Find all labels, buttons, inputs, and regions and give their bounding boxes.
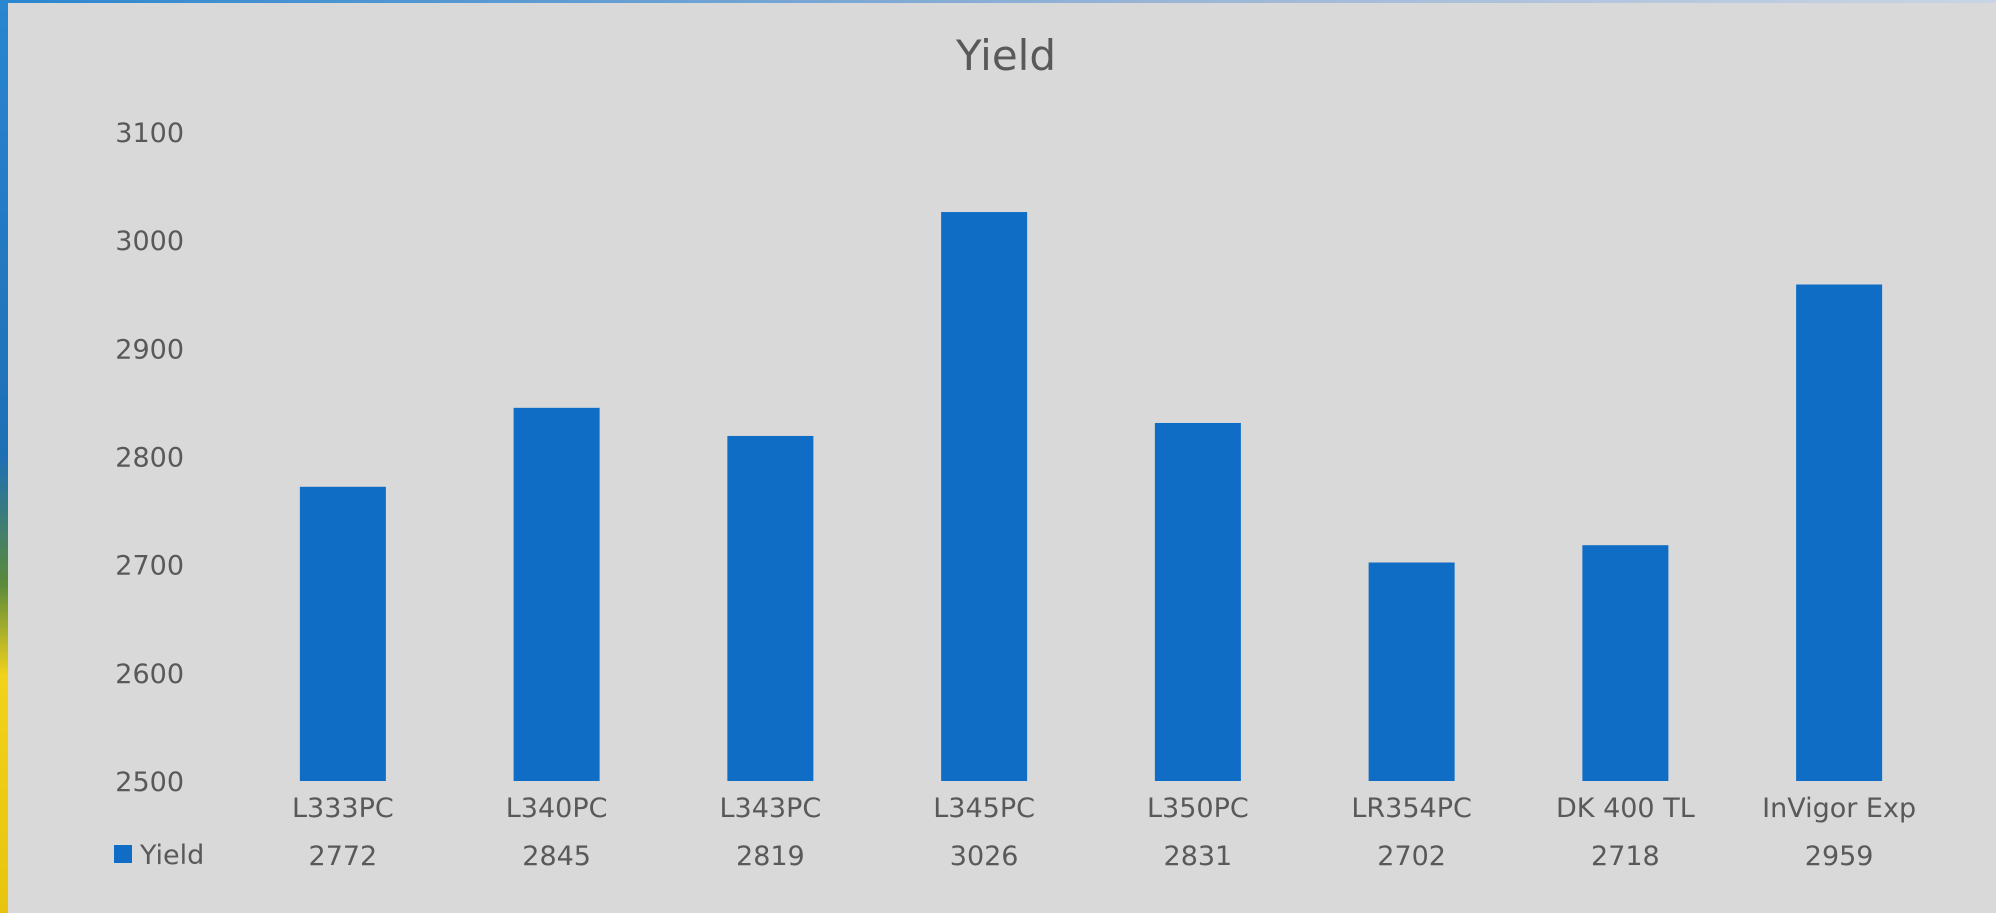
bar [1368, 562, 1455, 781]
legend-label: Yield [139, 840, 204, 871]
category-labels: L333PC L340PC L343PC L345PC L350PC LR354PC DK … [292, 793, 1916, 824]
data-table-value: 2959 [1805, 841, 1874, 872]
bar [299, 486, 386, 781]
y-tick-label: 2900 [115, 334, 184, 365]
data-table-value: 2831 [1164, 841, 1233, 872]
category-label: L333PC [292, 793, 394, 824]
data-table-values: 2772 2845 2819 3026 2831 2702 2718 2959 [309, 841, 1874, 872]
y-tick-label: 2600 [115, 659, 184, 690]
bar [941, 212, 1028, 781]
bar [1582, 545, 1669, 781]
category-label: L350PC [1147, 793, 1249, 824]
category-label: L343PC [720, 793, 822, 824]
category-label: DK 400 TL [1556, 793, 1695, 824]
bar [1796, 284, 1883, 781]
bars [299, 212, 1883, 781]
category-label: InVigor Exp [1762, 793, 1916, 824]
data-table-value: 2718 [1591, 841, 1660, 872]
window-edge [0, 0, 1996, 4]
chart-title: Yield [955, 31, 1056, 80]
y-tick-label: 3100 [115, 118, 184, 149]
y-tick-label: 2700 [115, 551, 184, 582]
data-table-value: 2772 [309, 841, 378, 872]
y-axis-ticks: 2500 2600 2700 2800 2900 3000 3100 [115, 118, 184, 798]
y-tick-label: 2800 [115, 443, 184, 474]
bar [513, 407, 600, 781]
legend: Yield [114, 840, 204, 871]
legend-swatch [114, 845, 132, 863]
y-tick-label: 2500 [115, 767, 184, 798]
category-label: L340PC [506, 793, 608, 824]
data-table-value: 2702 [1377, 841, 1446, 872]
category-label: L345PC [933, 793, 1035, 824]
bar [727, 435, 814, 781]
data-table-value: 2845 [522, 841, 591, 872]
bar [1154, 422, 1241, 781]
category-label: LR354PC [1351, 793, 1471, 824]
data-table-value: 3026 [950, 841, 1019, 872]
y-tick-label: 3000 [115, 226, 184, 257]
data-table-value: 2819 [736, 841, 805, 872]
